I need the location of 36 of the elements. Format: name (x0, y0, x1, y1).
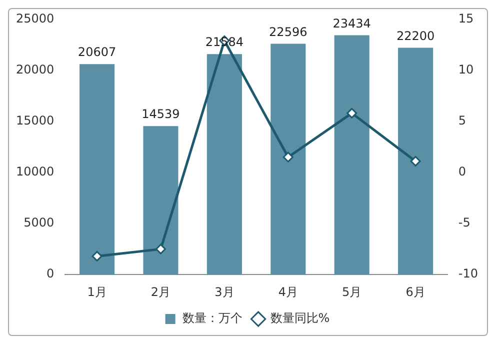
x-tick-label: 4月 (278, 284, 298, 299)
y2-tick-label: -5 (458, 216, 470, 230)
data-label: 14539 (142, 107, 180, 122)
legend-label: 数量同比% (270, 311, 330, 326)
x-tick-label: 6月 (406, 284, 426, 299)
point (346, 108, 358, 118)
y-tick-label: 20000 (16, 62, 54, 76)
data-label: 23434 (332, 16, 371, 30)
point (410, 156, 421, 166)
x-tick-label: 3月 (214, 284, 234, 299)
point (282, 152, 294, 162)
point (155, 244, 166, 254)
legend-label: 数量：万个 (182, 311, 242, 326)
y2-tick-label: 5 (458, 113, 466, 128)
data-label: 22200 (396, 28, 435, 43)
y2-tick-label: 0 (458, 164, 466, 179)
y2-tick-label: 10 (458, 62, 474, 76)
y-tick-label: 15000 (16, 113, 54, 128)
bar (270, 44, 306, 275)
bar (398, 48, 434, 275)
y2-tick-label: 15 (458, 11, 474, 26)
bar (206, 54, 242, 275)
y-tick-label: 5000 (24, 216, 54, 230)
y-tick-label: 10000 (16, 164, 54, 179)
bar (80, 64, 115, 275)
data-label: 20607 (78, 45, 116, 60)
x-tick-label: 2月 (150, 284, 171, 299)
bar (334, 35, 370, 275)
point (92, 250, 102, 262)
y-tick-label: 25000 (16, 11, 54, 26)
bar (143, 126, 178, 275)
data-label: 22596 (269, 24, 308, 39)
x-tick-label: 1月 (87, 284, 107, 299)
x-tick-label: 5月 (342, 284, 362, 299)
y-tick-label: 0 (46, 266, 54, 281)
y2-tick-label: -10 (458, 266, 478, 281)
